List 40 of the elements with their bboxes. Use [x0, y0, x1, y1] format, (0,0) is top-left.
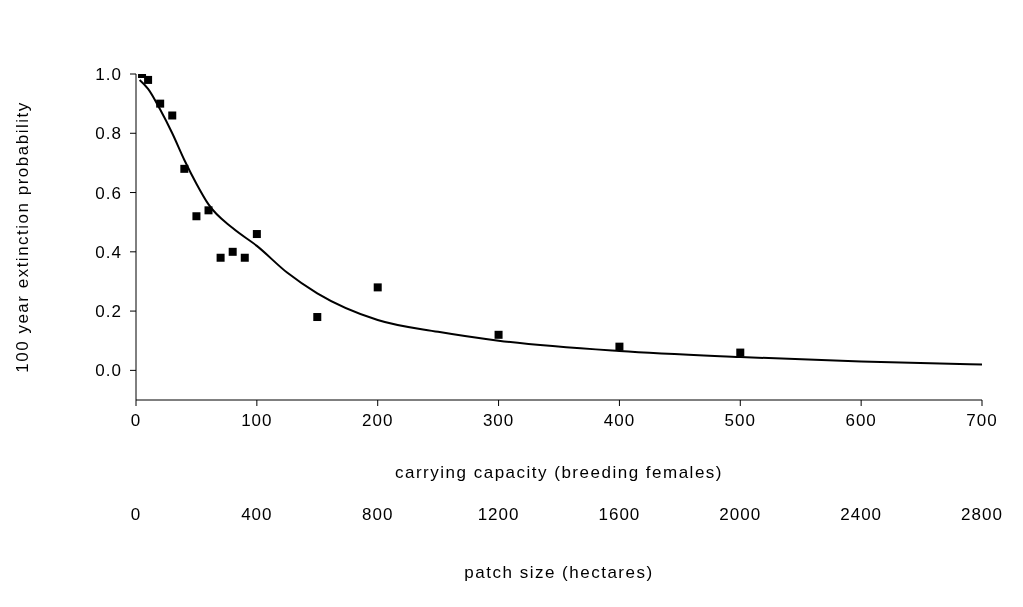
- point: [168, 111, 177, 120]
- x-tick-label: 500: [724, 411, 756, 431]
- point: [373, 283, 382, 292]
- x2-tick-label: 1600: [598, 505, 641, 525]
- x2-tick-label: 2400: [840, 505, 883, 525]
- x2-tick-label: 2800: [961, 505, 1003, 525]
- point: [204, 206, 213, 215]
- point: [252, 230, 261, 239]
- x-tick-label: 100: [241, 411, 273, 431]
- x-tick-label: 0: [130, 411, 142, 431]
- y-tick-label: 0.6: [95, 183, 122, 203]
- x2-tick-label: 1200: [477, 505, 520, 525]
- y-tick-label: 0.0: [95, 361, 122, 381]
- x-tick-label: 300: [482, 411, 515, 431]
- y-tick-label: 1.0: [95, 65, 122, 85]
- y-tick-label: 0.4: [95, 242, 122, 262]
- point: [156, 99, 165, 108]
- x2-axis-title: patch size (hectares): [464, 563, 654, 582]
- x-tick-label: 400: [603, 411, 636, 431]
- point: [180, 164, 189, 173]
- x-tick-label: 700: [966, 411, 998, 431]
- point: [313, 313, 322, 322]
- y-tick-label: 0.8: [95, 124, 122, 144]
- point: [192, 212, 201, 221]
- x2-tick-label: 800: [362, 505, 394, 525]
- x2-tick-label: 400: [241, 505, 273, 525]
- x-axis-title: carrying capacity (breeding females): [394, 463, 724, 482]
- point: [240, 253, 249, 262]
- point: [216, 253, 225, 262]
- x-tick-label: 600: [845, 411, 877, 431]
- point: [615, 342, 624, 351]
- x2-tick-label: 2000: [719, 505, 762, 525]
- y-axis-title: 100 year extinction probability: [13, 101, 33, 373]
- point: [144, 75, 153, 84]
- point: [736, 348, 745, 357]
- x2-tick-label: 0: [130, 505, 142, 525]
- point: [494, 330, 503, 339]
- point: [228, 247, 237, 256]
- x-tick-label: 200: [362, 411, 394, 431]
- y-tick-label: 0.2: [95, 302, 122, 322]
